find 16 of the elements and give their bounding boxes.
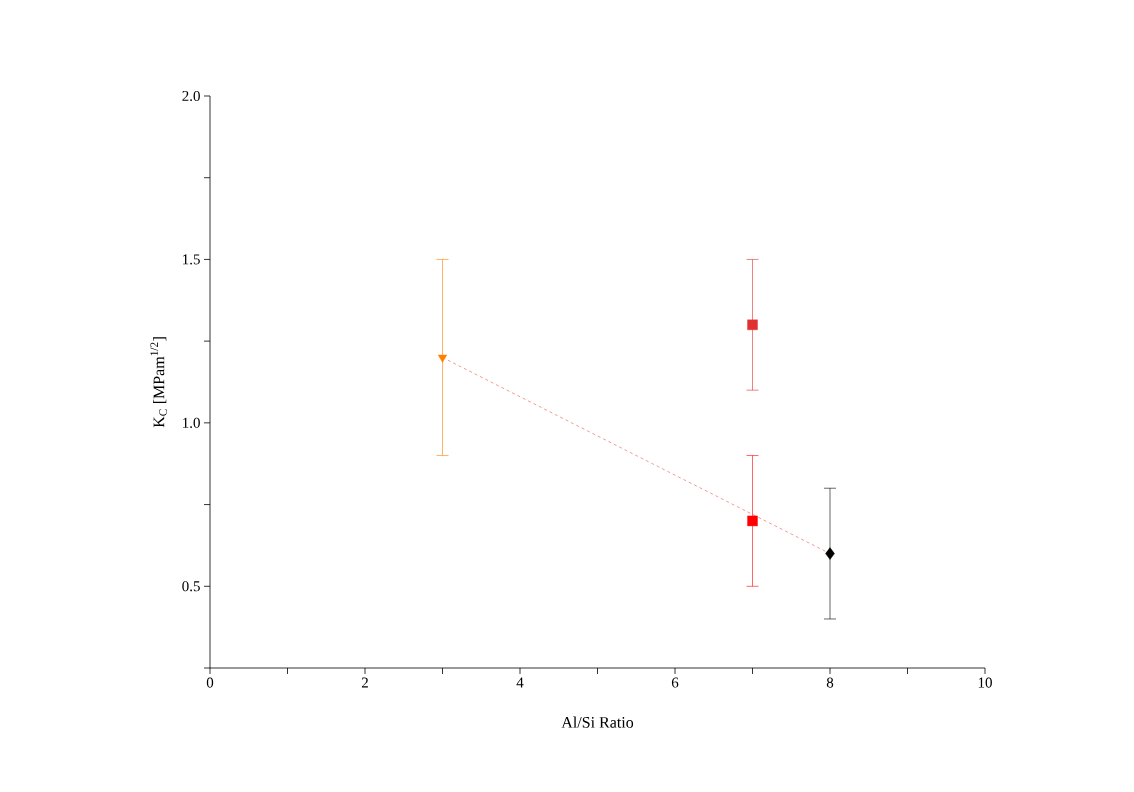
x-tick-label: 6 [671,677,679,688]
point [747,515,758,527]
y-tick-label: 2.0 [182,90,200,102]
x-tick-label: 2 [361,677,368,688]
x-tick-label: 10 [978,677,992,688]
point [747,319,758,330]
x-tick-label: 4 [516,677,524,688]
y-tick-label: 0.5 [182,581,200,592]
point [825,547,835,560]
x-tick-label: 8 [826,677,834,688]
x-axis-title: Al/Si Ratio [561,716,634,728]
point [437,354,448,363]
y-tick-label: 1.0 [183,417,200,428]
y-tick-label: 1.5 [183,254,200,265]
y-axis-title: K$_{C}$ [MPam$^{1/2}$] [150,337,167,428]
x-tick-label: 0 [206,677,214,688]
